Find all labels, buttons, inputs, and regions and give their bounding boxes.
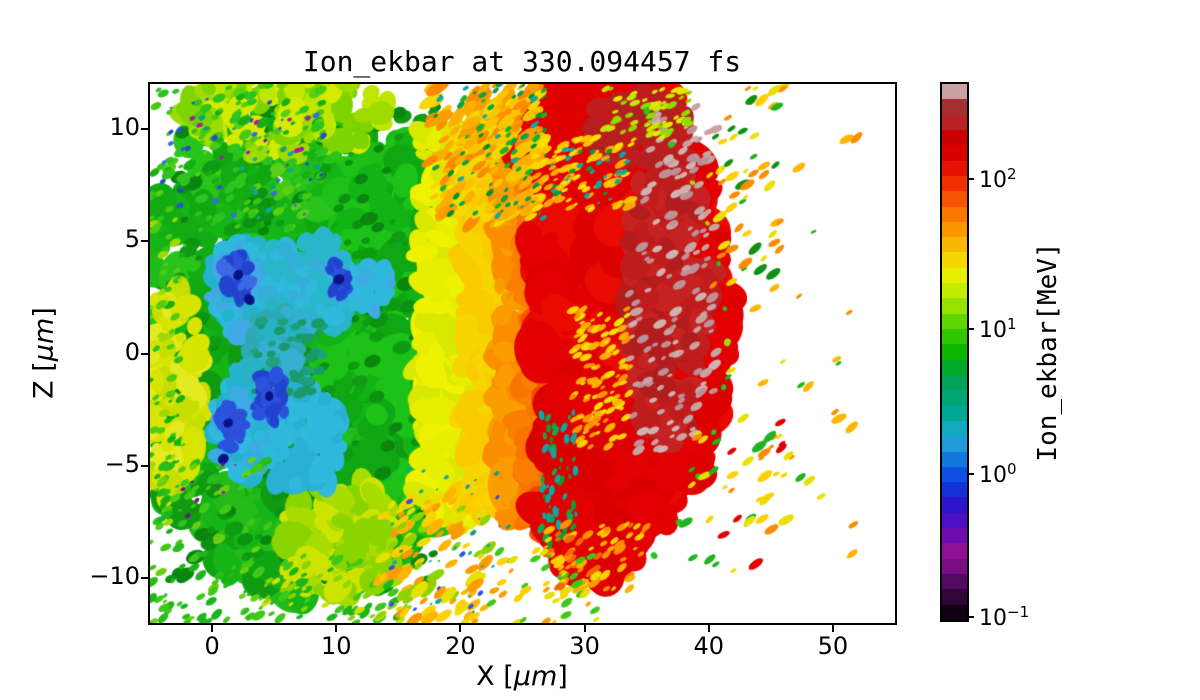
- x-tick-mark: [211, 625, 214, 632]
- colorbar-segment: [942, 574, 967, 590]
- colorbar-tick-mark: [969, 178, 974, 181]
- colorbar-segment: [942, 329, 967, 345]
- colorbar-segment: [942, 543, 967, 559]
- colorbar-segment: [942, 283, 967, 299]
- colorbar-frame: [940, 82, 969, 622]
- colorbar-tick-base: 10: [979, 318, 1007, 344]
- colorbar-tick-base: 10: [979, 606, 1007, 632]
- x-tick-label: 40: [693, 632, 725, 660]
- x-tick-label: 30: [569, 632, 600, 660]
- y-tick-label: −5: [104, 449, 140, 478]
- x-label-prefix: X [: [476, 661, 514, 692]
- colorbar-segment: [942, 420, 967, 437]
- y-tick-mark: [141, 577, 148, 580]
- y-tick-mark: [141, 240, 148, 243]
- colorbar-tick-label: 102: [979, 165, 1017, 193]
- x-tick-mark: [831, 625, 834, 632]
- y-tick-mark: [141, 352, 148, 355]
- colorbar-segment: [942, 175, 967, 192]
- x-tick-label: 20: [445, 632, 476, 660]
- y-tick-label: 0: [124, 337, 140, 366]
- colorbar-tick-mark: [969, 328, 974, 331]
- colorbar-segment: [942, 191, 967, 207]
- x-tick-mark: [459, 625, 462, 632]
- colorbar-tick-label: 101: [979, 315, 1017, 343]
- x-tick-mark: [335, 625, 338, 632]
- y-label-suffix: ]: [28, 307, 60, 318]
- colorbar-tick-exponent: 2: [1007, 165, 1017, 184]
- colorbar-segment: [942, 129, 967, 146]
- colorbar-tick-label: 100: [979, 460, 1017, 488]
- x-tick-mark: [707, 625, 710, 632]
- colorbar-tick-label: 10−1: [979, 603, 1029, 631]
- colorbar-tick-exponent: 0: [1007, 460, 1017, 479]
- colorbar-segment: [942, 466, 967, 483]
- colorbar-tick-base: 10: [979, 463, 1007, 489]
- colorbar-segment: [942, 267, 967, 284]
- colorbar-tick-mark: [969, 473, 974, 476]
- colorbar-segment: [942, 344, 967, 360]
- x-tick-label: 50: [817, 632, 849, 660]
- x-tick-label: 10: [320, 632, 352, 660]
- colorbar-segment: [942, 160, 967, 176]
- colorbar-gradient: [942, 84, 967, 620]
- colorbar-tick-exponent: 1: [1007, 315, 1017, 334]
- colorbar-segment: [942, 512, 967, 529]
- colorbar-segment: [942, 99, 967, 115]
- colorbar-segment: [942, 482, 967, 498]
- colorbar-segment: [942, 451, 967, 467]
- colorbar-segment: [942, 497, 967, 513]
- x-tick-mark: [583, 625, 586, 632]
- colorbar-segment: [942, 390, 967, 406]
- colorbar-segment: [942, 405, 967, 421]
- x-label-unit: μm: [513, 661, 558, 692]
- colorbar-segment: [942, 237, 967, 253]
- colorbar-segment: [942, 528, 967, 544]
- y-tick-mark: [141, 464, 148, 467]
- colorbar-segment: [942, 313, 967, 329]
- colorbar-segment: [942, 84, 967, 100]
- y-tick-mark: [141, 127, 148, 130]
- plot-title: Ion_ekbar at 330.094457 fs: [302, 45, 742, 78]
- heatmap-canvas: [150, 84, 895, 623]
- colorbar-segment: [942, 589, 967, 605]
- colorbar-tick-exponent: −1: [1007, 603, 1030, 622]
- colorbar-segment: [942, 374, 967, 391]
- y-label-unit: μm: [28, 317, 60, 362]
- y-tick-label: −10: [89, 562, 140, 591]
- colorbar-segment: [942, 436, 967, 452]
- colorbar-segment: [942, 252, 967, 268]
- colorbar-segment: [942, 221, 967, 238]
- y-tick-label: 5: [124, 225, 140, 254]
- y-label-prefix: Z [: [28, 361, 60, 399]
- colorbar-segment: [942, 558, 967, 574]
- y-tick-label: 10: [109, 112, 140, 141]
- colorbar-tick-mark: [969, 616, 974, 619]
- y-axis-label: Z [μm]: [29, 307, 60, 399]
- colorbar-label: Ion_ekbar[MeV]: [1033, 242, 1063, 462]
- colorbar-segment: [942, 114, 967, 130]
- colorbar-segment: [942, 206, 967, 222]
- colorbar-tick-base: 10: [979, 168, 1007, 194]
- x-axis-label: X [μm]: [476, 661, 568, 692]
- colorbar-segment: [942, 145, 967, 161]
- colorbar-segment: [942, 298, 967, 314]
- x-label-suffix: ]: [557, 661, 568, 692]
- colorbar-segment: [942, 604, 967, 620]
- x-tick-label: 0: [204, 632, 220, 660]
- colorbar-segment: [942, 359, 967, 375]
